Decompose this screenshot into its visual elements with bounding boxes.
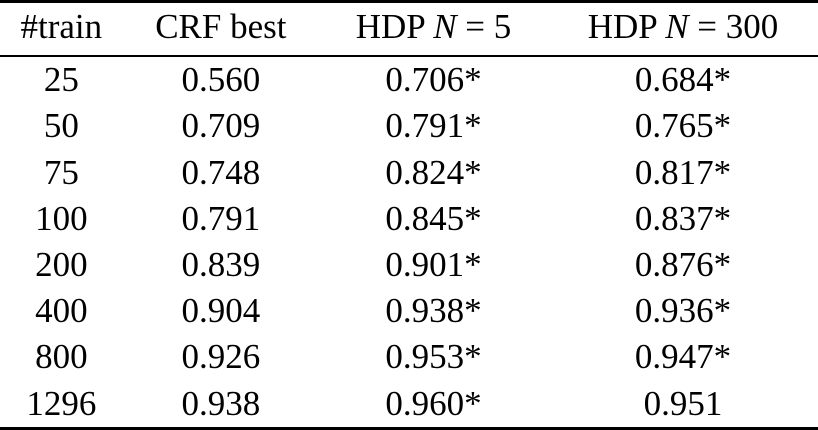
cell-crf-best: 0.904	[181, 291, 261, 331]
cell-crf-best: 0.560	[181, 60, 261, 100]
table-row: 400 0.904 0.938* 0.936*	[0, 288, 818, 334]
cell-hdp-n5: 0.938*	[385, 291, 482, 331]
table-row: 100 0.791 0.845* 0.837*	[0, 196, 818, 242]
table-row: 1296 0.938 0.960* 0.951	[0, 380, 818, 428]
cell-crf-best: 0.839	[181, 245, 261, 284]
cell-hdp-n300: 0.951	[643, 383, 723, 423]
table-row: 50 0.709 0.791* 0.765*	[0, 103, 818, 149]
cell-hdp-n300: 0.684*	[634, 60, 732, 100]
cell-hdp-n300: 0.947*	[634, 337, 732, 377]
cell-hdp-n300: 0.765*	[634, 106, 732, 146]
cell-train-count: 1296	[26, 383, 97, 423]
cell-hdp-n300: 0.876*	[634, 245, 732, 284]
table-header: #train CRF best HDP N = 5 HDP N = 300	[0, 1, 818, 57]
header-math-var: N	[665, 7, 689, 46]
cell-hdp-n300: 0.817*	[634, 152, 732, 192]
cell-crf-best: 0.926	[181, 337, 261, 377]
cell-hdp-n5: 0.901*	[385, 245, 482, 284]
cell-train-count: 50	[43, 106, 79, 146]
cell-hdp-n300: 0.837*	[634, 198, 732, 238]
table-row: 25 0.560 0.706* 0.684*	[0, 56, 818, 103]
cell-train-count: 25	[43, 60, 79, 100]
column-header-hdp-n5: HDP N = 5	[319, 1, 549, 57]
cell-hdp-n5: 0.845*	[385, 198, 482, 238]
cell-train-count: 400	[35, 291, 88, 331]
header-math-var: N	[433, 7, 457, 46]
cell-train-count: 100	[35, 198, 88, 238]
table-body: 25 0.560 0.706* 0.684* 50 0.709 0.791* 0…	[0, 56, 818, 429]
cell-hdp-n5: 0.791*	[385, 106, 482, 146]
cell-train-count: 200	[35, 245, 88, 284]
table-row: 200 0.839 0.901* 0.876*	[0, 242, 818, 288]
cell-hdp-n5: 0.960*	[385, 383, 482, 423]
header-text: HDP	[355, 7, 434, 46]
column-header-hdp-n300: HDP N = 300	[548, 1, 818, 57]
cell-crf-best: 0.709	[181, 106, 261, 146]
cell-crf-best: 0.938	[181, 383, 261, 423]
table-row: 800 0.926 0.953* 0.947*	[0, 334, 818, 380]
cell-crf-best: 0.791	[181, 198, 261, 238]
header-text: HDP	[587, 7, 666, 46]
header-row: #train CRF best HDP N = 5 HDP N = 300	[0, 1, 818, 57]
header-text: CRF best	[155, 7, 287, 46]
cell-hdp-n5: 0.824*	[385, 152, 482, 192]
column-header-train: #train	[0, 1, 123, 57]
table-row: 75 0.748 0.824* 0.817*	[0, 150, 818, 196]
header-suffix: = 5	[456, 7, 512, 46]
column-header-crf-best: CRF best	[122, 1, 319, 57]
cell-hdp-n300: 0.936*	[634, 291, 732, 331]
cell-hdp-n5: 0.706*	[385, 60, 482, 100]
header-suffix: = 300	[688, 7, 779, 46]
cell-train-count: 800	[35, 337, 88, 377]
cell-train-count: 75	[43, 152, 79, 192]
cell-crf-best: 0.748	[181, 152, 261, 192]
header-text: #train	[20, 7, 103, 46]
cell-hdp-n5: 0.953*	[385, 337, 482, 377]
